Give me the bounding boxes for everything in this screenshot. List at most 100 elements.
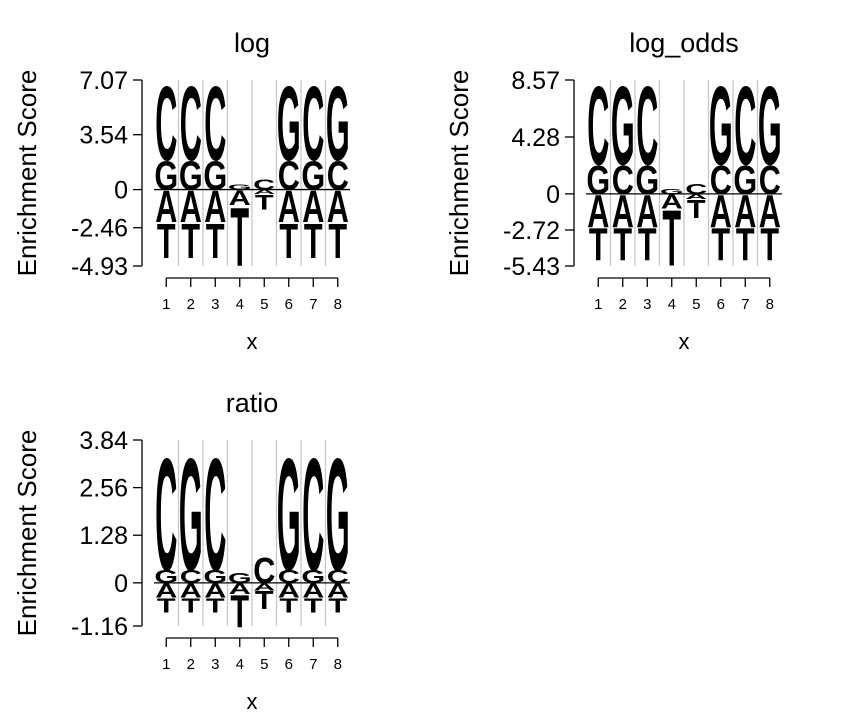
x-tick-label: 8 xyxy=(766,296,774,313)
logo-letter-t: T xyxy=(711,220,730,271)
logo-letter-t: T xyxy=(206,213,225,268)
logo-letter-t: T xyxy=(304,213,323,268)
panel-title: log_odds xyxy=(629,28,739,58)
logo-letter-c: C xyxy=(734,64,756,190)
logo-letter-a: A xyxy=(327,182,349,232)
logo-letter-a: A xyxy=(612,187,634,238)
logo-letter-a: A xyxy=(759,187,781,238)
y-tick-label: -2.46 xyxy=(71,215,128,243)
logo-letter-g: G xyxy=(277,427,301,605)
logo-letter-g: G xyxy=(301,567,325,587)
logo-letter-a: A xyxy=(229,581,251,598)
logo-letter-t: T xyxy=(181,594,200,618)
x-axis-label: x xyxy=(247,329,258,354)
x-tick-label: 8 xyxy=(334,296,342,313)
logo-letter-t: T xyxy=(279,213,298,268)
logo-letter-g: G xyxy=(179,427,203,605)
logo-letter-a: A xyxy=(180,579,202,603)
logo-letter-g: G xyxy=(203,152,227,198)
logo-panel-ratio: GCATCGATGCATGATCATCGATGCATCGAT3.842.561.… xyxy=(12,388,350,714)
logo-letter-a: A xyxy=(278,579,300,603)
logo-letter-a: A xyxy=(587,187,609,238)
logo-letter-a: A xyxy=(685,193,707,201)
logo-letter-g: G xyxy=(154,152,178,198)
y-tick-label: 0 xyxy=(114,177,128,205)
y-tick-label: 2.56 xyxy=(79,475,128,503)
logo-letter-c: C xyxy=(636,64,658,190)
logo-letter-g: G xyxy=(733,157,757,203)
logo-letter-t: T xyxy=(255,190,274,214)
logo-letter-t: T xyxy=(230,586,249,638)
x-tick-label: 5 xyxy=(692,296,700,313)
logo-letter-t: T xyxy=(279,594,298,618)
logo-letter-a: A xyxy=(710,187,732,238)
logo-letter-c: C xyxy=(204,427,226,605)
logo-letter-g: G xyxy=(611,64,635,190)
logo-letter-a: A xyxy=(327,579,349,603)
logo-letter-t: T xyxy=(157,594,176,618)
panel-title: ratio xyxy=(226,388,279,418)
logo-letter-a: A xyxy=(180,182,202,232)
logo-stack: CAT xyxy=(685,181,707,224)
logo-letter-a: A xyxy=(204,579,226,603)
logo-letter-t: T xyxy=(589,220,608,271)
x-tick-label: 7 xyxy=(309,296,317,313)
logo-stack: CAT xyxy=(253,552,275,616)
x-tick-label: 3 xyxy=(211,656,219,673)
x-tick-label: 1 xyxy=(162,296,170,313)
logo-letter-g: G xyxy=(635,157,659,203)
logo-letter-g: G xyxy=(154,567,178,587)
x-tick-label: 6 xyxy=(717,296,725,313)
logo-letter-c: C xyxy=(710,157,732,203)
logo-letter-a: A xyxy=(253,188,275,195)
logo-letter-g: G xyxy=(758,64,782,190)
logo-stack: GAT xyxy=(660,187,684,283)
y-tick-label: 4.28 xyxy=(511,124,560,152)
y-tick-label: 0 xyxy=(546,181,560,209)
logo-letter-g: G xyxy=(277,66,301,183)
x-tick-label: 3 xyxy=(643,296,651,313)
logo-letter-a: A xyxy=(204,182,226,232)
x-tick-label: 3 xyxy=(211,296,219,313)
x-tick-label: 5 xyxy=(260,656,268,673)
logo-letter-a: A xyxy=(636,187,658,238)
logo-letter-t: T xyxy=(206,594,225,618)
logo-letter-g: G xyxy=(709,64,733,190)
x-tick-label: 2 xyxy=(619,296,627,313)
logo-letter-c: C xyxy=(180,66,202,183)
logo-letter-a: A xyxy=(155,182,177,232)
y-tick-label: 8.57 xyxy=(511,67,560,95)
y-tick-label: 3.54 xyxy=(79,122,128,150)
x-tick-label: 5 xyxy=(260,296,268,313)
logo-letter-a: A xyxy=(302,579,324,603)
logo-letter-g: G xyxy=(326,427,350,605)
logo-letter-a: A xyxy=(734,187,756,238)
panel-title: log xyxy=(234,28,270,58)
logo-letter-t: T xyxy=(328,213,347,268)
logo-letter-t: T xyxy=(760,220,779,271)
logo-letter-t: T xyxy=(157,213,176,268)
x-tick-label: 4 xyxy=(236,656,244,673)
logo-stack: CAT xyxy=(253,176,275,214)
y-tick-label: -2.72 xyxy=(503,217,560,245)
y-axis-label: Enrichment Score xyxy=(444,70,474,277)
logo-letter-g: G xyxy=(326,66,350,183)
logo-letter-g: G xyxy=(586,157,610,203)
logo-letter-a: A xyxy=(155,579,177,603)
logo-letter-a: A xyxy=(302,182,324,232)
y-tick-label: 3.84 xyxy=(79,427,128,455)
y-tick-label: 0 xyxy=(114,570,128,598)
y-tick-label: -5.43 xyxy=(503,253,560,281)
x-tick-label: 4 xyxy=(236,296,244,313)
